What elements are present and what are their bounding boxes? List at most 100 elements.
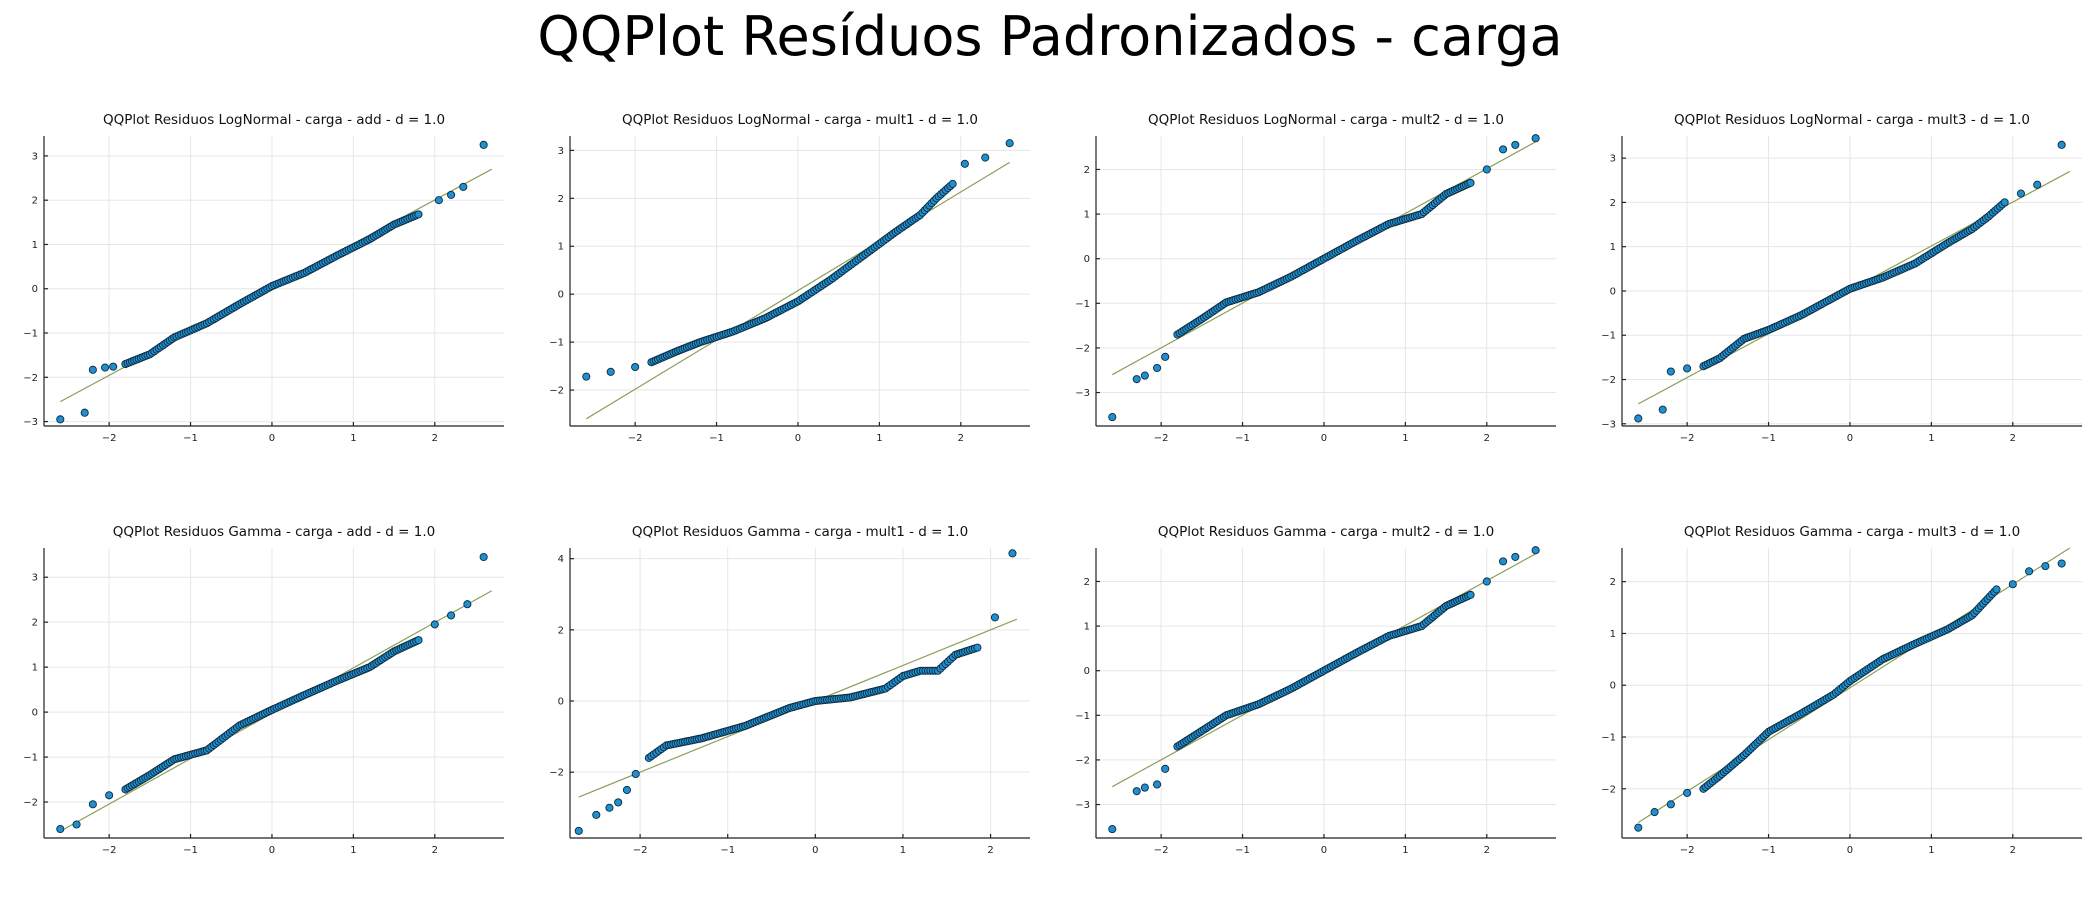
data-point — [1634, 823, 1643, 832]
y-tick-label: 0 — [1084, 666, 1090, 677]
data-point — [463, 600, 472, 609]
y-tick-label: 1 — [1084, 210, 1090, 221]
y-tick-label: −1 — [1075, 299, 1090, 310]
x-tick-label: 1 — [1402, 433, 1408, 444]
data-point — [1666, 367, 1675, 376]
x-tick-label: −1 — [183, 433, 198, 444]
data-point — [430, 620, 439, 629]
y-tick-label: 2 — [32, 196, 38, 207]
x-tick-label: −1 — [1761, 433, 1776, 444]
x-tick-label: 2 — [1484, 845, 1490, 856]
data-point — [1153, 363, 1162, 373]
x-tick-label: 2 — [432, 433, 438, 444]
y-tick-label: 0 — [1084, 254, 1090, 265]
y-tick-label: 2 — [1610, 577, 1616, 588]
panel-title: QQPlot Residuos LogNormal - carga - mult… — [1148, 112, 1504, 128]
data-point — [1531, 546, 1540, 555]
y-tick-label: 3 — [558, 146, 564, 157]
data-point — [459, 182, 468, 191]
x-tick-label: 1 — [876, 433, 882, 444]
y-tick-label: −1 — [1075, 711, 1090, 722]
qq-panel-7: −2 −1 0 1 2 −3 −2 −1 0 1 2 QQPlot Residuos Gamma - … — [1075, 524, 1556, 856]
y-tick-label: 2 — [32, 618, 38, 629]
y-tick-label: 2 — [1084, 165, 1090, 176]
data-point — [101, 363, 110, 372]
y-tick-label: 1 — [32, 663, 38, 674]
y-tick-label: 1 — [32, 240, 38, 251]
data-point — [1650, 808, 1659, 817]
x-tick-label: 0 — [1847, 433, 1853, 444]
data-point — [981, 153, 990, 162]
data-point — [990, 613, 1000, 622]
qq-panel-6: −2 −1 0 1 2 −2 0 2 4 QQPlot Residuos Gamma - carg… — [549, 524, 1030, 856]
x-tick-label: 2 — [1484, 433, 1490, 444]
y-tick-label: −2 — [1601, 784, 1616, 795]
reference-line — [585, 161, 1010, 420]
x-tick-label: 0 — [1321, 845, 1327, 856]
panel-title: QQPlot Residuos Gamma - carga - mult1 - … — [632, 524, 968, 540]
x-tick-label: 2 — [958, 433, 964, 444]
x-tick-label: −2 — [633, 845, 648, 856]
data-point — [1683, 788, 1692, 797]
x-tick-label: 1 — [350, 845, 356, 856]
y-tick-label: 2 — [558, 194, 564, 205]
qq-panel-2: −2 −1 0 1 2 −2 −1 0 1 2 3 QQPlot Residuos LogNormal… — [549, 112, 1030, 444]
y-tick-label: 0 — [1610, 286, 1616, 297]
data-point — [1658, 405, 1667, 414]
y-tick-label: 2 — [558, 625, 564, 636]
x-tick-label: 0 — [269, 433, 275, 444]
data-point — [582, 372, 591, 381]
y-tick-label: 3 — [32, 151, 38, 162]
x-tick-label: 2 — [2010, 433, 2016, 444]
y-tick-label: 3 — [1610, 154, 1616, 165]
data-point — [2033, 180, 2042, 189]
data-point — [2000, 198, 2009, 207]
data-point — [88, 365, 97, 374]
y-tick-label: −2 — [1075, 755, 1090, 766]
y-tick-label: −1 — [23, 329, 38, 340]
data-point — [1140, 371, 1149, 380]
data-point — [948, 179, 957, 188]
data-point — [2057, 140, 2066, 149]
y-tick-label: −1 — [549, 338, 564, 349]
y-tick-label: 2 — [1610, 198, 1616, 209]
data-point — [1499, 145, 1508, 154]
y-tick-label: 1 — [1610, 242, 1616, 253]
data-point — [631, 362, 640, 372]
x-tick-label: 2 — [432, 845, 438, 856]
data-point — [1499, 557, 1508, 566]
x-tick-label: −2 — [102, 845, 117, 856]
x-tick-label: 0 — [1321, 433, 1327, 444]
data-point — [1531, 134, 1540, 143]
data-point — [414, 636, 423, 645]
x-tick-label: 1 — [350, 433, 356, 444]
x-tick-label: 1 — [1928, 845, 1934, 856]
x-tick-label: 0 — [1847, 845, 1853, 856]
data-point — [1466, 590, 1475, 599]
y-tick-label: 0 — [558, 290, 564, 301]
y-tick-label: −2 — [23, 798, 38, 809]
data-point — [631, 769, 640, 779]
data-point — [447, 611, 456, 620]
x-tick-label: −2 — [1680, 845, 1695, 856]
x-tick-label: −1 — [709, 433, 724, 444]
data-point — [56, 824, 65, 834]
data-point — [1005, 139, 1014, 148]
data-point — [1683, 364, 1692, 373]
x-tick-label: 0 — [795, 433, 801, 444]
x-tick-label: −2 — [1154, 433, 1169, 444]
data-point — [105, 791, 114, 800]
x-tick-label: 1 — [900, 845, 906, 856]
data-point — [574, 826, 583, 835]
y-tick-label: 1 — [558, 242, 564, 253]
x-tick-label: 1 — [1402, 845, 1408, 856]
data-point — [1634, 414, 1643, 423]
y-tick-label: −2 — [1601, 375, 1616, 386]
x-tick-label: −1 — [720, 845, 735, 856]
data-point — [614, 798, 623, 807]
figure-title: QQPlot Resíduos Padronizados - carga — [537, 5, 1563, 68]
data-point — [414, 210, 423, 219]
y-tick-label: 0 — [32, 284, 38, 295]
x-tick-label: 2 — [2010, 845, 2016, 856]
data-point — [80, 408, 89, 417]
